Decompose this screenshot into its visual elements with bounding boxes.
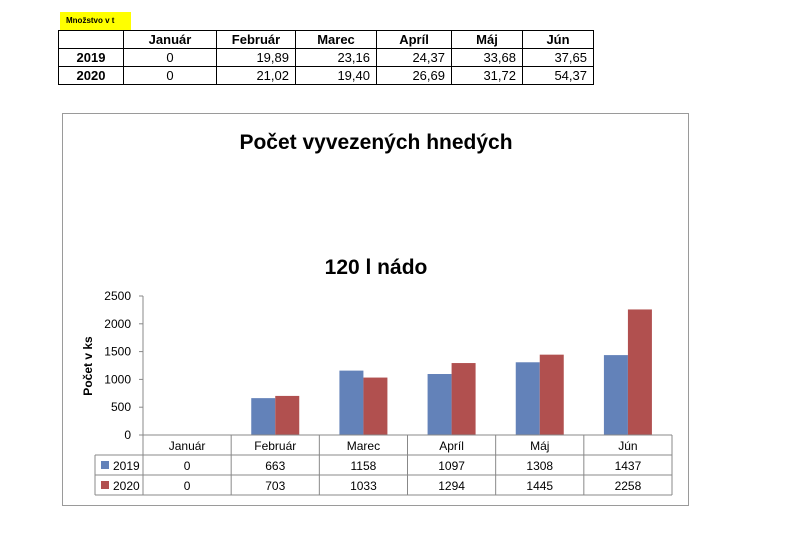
data-label: 1445 — [526, 479, 553, 493]
data-label: 703 — [265, 479, 285, 493]
quantity-table-corner — [58, 30, 124, 49]
quantity-table-month-header: Január — [123, 30, 217, 49]
bar-2019 — [339, 370, 364, 435]
data-label: 1097 — [438, 459, 465, 473]
quantity-table-cell: 54,37 — [522, 66, 594, 85]
chart-subtitle: 120 l nádo — [325, 256, 428, 279]
x-category-label: Apríl — [439, 439, 464, 453]
legend-swatch-2020 — [101, 481, 109, 489]
bar-chart: Počet vyvezených hnedých 120 l nádo Počet … — [81, 131, 673, 496]
chart-title: Počet vyvezených hnedých — [239, 131, 512, 154]
y-tick-label: 2500 — [104, 289, 131, 303]
quantity-unit-label: Množstvo v t — [60, 12, 131, 30]
chart-frame: Počet vyvezených hnedých 120 l nádo Počet … — [62, 113, 689, 506]
data-label: 2258 — [615, 479, 642, 493]
quantity-table-header-row: Január Február Marec Apríl Máj Jún — [58, 30, 594, 49]
bar-2019 — [603, 355, 628, 435]
quantity-table-month-header: Máj — [451, 30, 523, 49]
bar-2019 — [427, 374, 452, 435]
data-label: 0 — [184, 459, 191, 473]
data-label: 1308 — [526, 459, 553, 473]
y-tick-label: 1500 — [104, 345, 131, 359]
quantity-table: Január Február Marec Apríl Máj Jún 2019 … — [58, 30, 594, 85]
quantity-table-cell: 19,89 — [216, 48, 296, 67]
legend-label: 2019 — [113, 459, 140, 473]
quantity-table-cell: 26,69 — [376, 66, 452, 85]
data-label: 1437 — [615, 459, 642, 473]
quantity-table-cell: 0 — [123, 66, 217, 85]
x-category-label: Január — [169, 439, 206, 453]
data-label: 663 — [265, 459, 285, 473]
quantity-table-cell: 24,37 — [376, 48, 452, 67]
quantity-table-cell: 0 — [123, 48, 217, 67]
quantity-table-row: 2019 0 19,89 23,16 24,37 33,68 37,65 — [58, 48, 594, 67]
bar-2020 — [275, 395, 300, 435]
quantity-table-cell: 19,40 — [295, 66, 377, 85]
quantity-table-cell: 23,16 — [295, 48, 377, 67]
y-tick-label: 0 — [124, 428, 131, 442]
quantity-table-year: 2020 — [58, 66, 124, 85]
legend-label: 2020 — [113, 479, 140, 493]
bar-2020 — [451, 363, 476, 435]
bar-2019 — [251, 398, 276, 435]
x-category-label: Marec — [347, 439, 380, 453]
x-category-label: Máj — [530, 439, 549, 453]
legend-swatch-2019 — [101, 461, 109, 469]
y-tick-label: 500 — [111, 400, 131, 414]
quantity-table-month-header: Apríl — [376, 30, 452, 49]
x-category-label: Február — [254, 439, 296, 453]
data-label: 1294 — [438, 479, 465, 493]
y-tick-label: 2000 — [104, 317, 131, 331]
data-label: 0 — [184, 479, 191, 493]
quantity-table-month-header: Jún — [522, 30, 594, 49]
quantity-table-month-header: Marec — [295, 30, 377, 49]
bar-2019 — [515, 362, 540, 435]
quantity-table-cell: 31,72 — [451, 66, 523, 85]
bar-2020 — [627, 309, 652, 435]
quantity-table-row: 2020 0 21,02 19,40 26,69 31,72 54,37 — [58, 66, 594, 85]
data-label: 1158 — [351, 459, 377, 473]
y-tick-label: 1000 — [104, 372, 131, 386]
quantity-table-cell: 21,02 — [216, 66, 296, 85]
quantity-table-cell: 33,68 — [451, 48, 523, 67]
quantity-table-year: 2019 — [58, 48, 124, 67]
data-label: 1033 — [350, 479, 377, 493]
quantity-table-month-header: Február — [216, 30, 296, 49]
quantity-table-cell: 37,65 — [522, 48, 594, 67]
bar-2020 — [363, 377, 388, 435]
bar-2020 — [539, 354, 564, 435]
y-axis-label: Počet v ks — [81, 336, 95, 396]
x-category-label: Jún — [618, 439, 637, 453]
